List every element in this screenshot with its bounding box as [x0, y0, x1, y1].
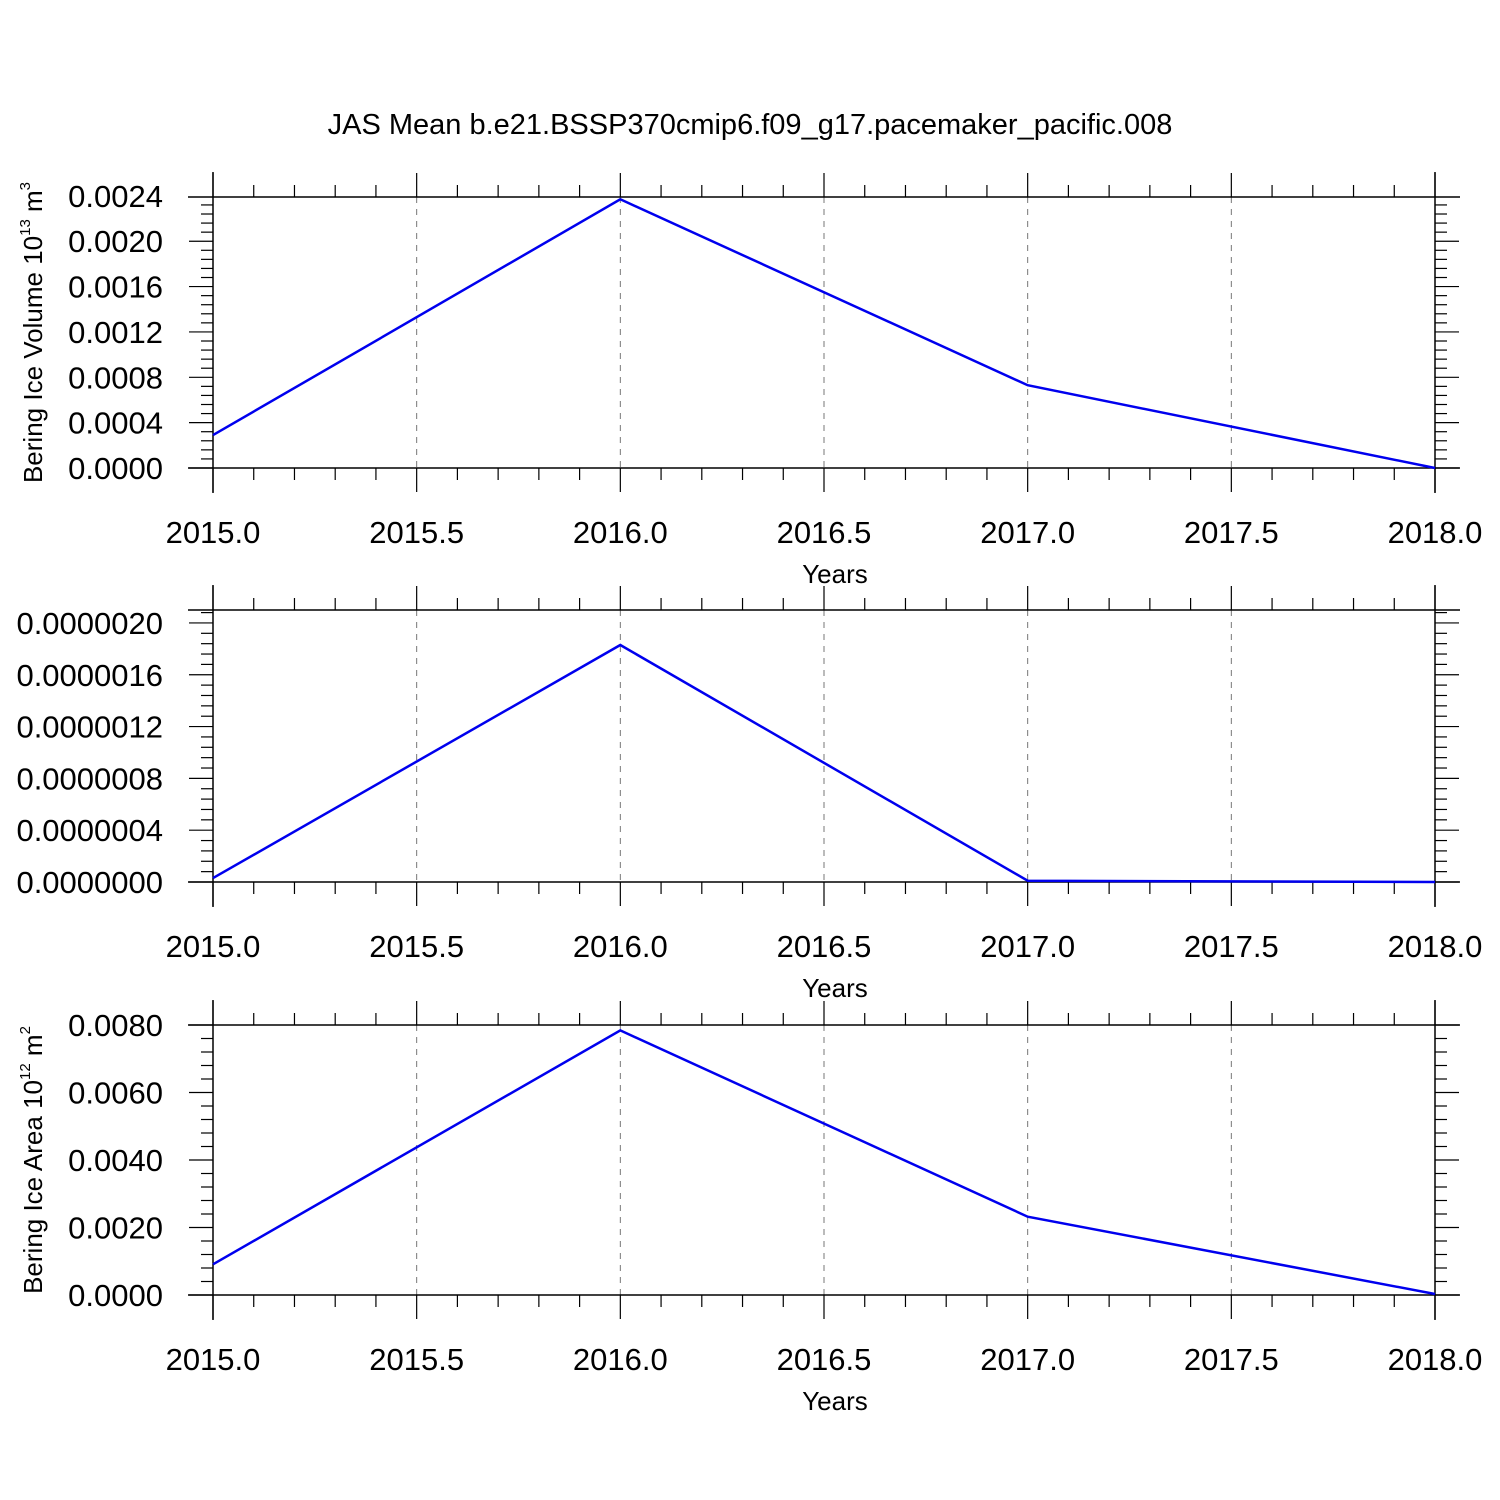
series-line — [212, 643, 1436, 884]
x-tick-label: 2015.5 — [369, 1342, 464, 1377]
x-tick-label: 2018.0 — [1388, 929, 1483, 964]
x-tick-label: 2017.0 — [980, 1342, 1075, 1377]
x-tick-label: 2017.5 — [1184, 515, 1279, 550]
y-tick-label: 0.0060 — [68, 1076, 163, 1111]
y-tick-label: 0.0040 — [68, 1143, 163, 1178]
x-tick-label: 2015.0 — [166, 515, 261, 550]
x-tick-label: 2017.0 — [980, 515, 1075, 550]
y-tick-label: 0.0012 — [68, 315, 163, 350]
y-tick-label: 0.0000004 — [16, 813, 163, 848]
chart-panel-1: 2015.0 2015.5 2016.0 2016.5 2017.0 2017.5 2018… — [17, 172, 1482, 589]
series-line — [212, 197, 1436, 470]
y-tick-label: 0.0000 — [68, 1278, 163, 1313]
panels-group: 2015.0 2015.5 2016.0 2016.5 2017.0 2017.5 2018… — [16, 172, 1482, 1416]
y-tick-label: 0.0080 — [68, 1008, 163, 1043]
x-tick-label: 2015.5 — [369, 929, 464, 964]
x-tick-label: 2016.5 — [777, 929, 872, 964]
x-tick-label: 2016.0 — [573, 1342, 668, 1377]
y-tick-label: 0.0016 — [68, 270, 163, 305]
y-tick-label: 0.0000000 — [16, 865, 163, 900]
x-tick-label: 2016.0 — [573, 929, 668, 964]
x-tick-label: 2018.0 — [1388, 515, 1483, 550]
y-tick-label: 0.0000 — [68, 451, 163, 486]
y-tick-label: 0.0000016 — [16, 658, 163, 693]
x-axis-label: Years — [802, 1386, 868, 1416]
y-tick-label: 0.0000008 — [16, 761, 163, 796]
y-tick-label: 0.0020 — [68, 1211, 163, 1246]
y-tick-label: 0.0024 — [68, 179, 163, 214]
y-tick-label: 0.0000020 — [16, 606, 163, 641]
x-tick-label: 2016.5 — [777, 1342, 872, 1377]
x-tick-label: 2017.5 — [1184, 929, 1279, 964]
y-tick-label: 0.0000012 — [16, 710, 163, 745]
chart-panel-2: 2015.0 2015.5 2016.0 2016.5 2017.0 2017.5 2018… — [16, 585, 1482, 1003]
y-tick-label: 0.0020 — [68, 224, 163, 259]
x-tick-label: 2016.0 — [573, 515, 668, 550]
x-tick-label: 2015.0 — [166, 929, 261, 964]
figure-title: JAS Mean b.e21.BSSP370cmip6.f09_g17.pace… — [328, 109, 1173, 141]
y-axis-label: Bering Ice Volume 1013 m3 — [17, 182, 48, 483]
x-tick-label: 2016.5 — [777, 515, 872, 550]
y-tick-label: 0.0008 — [68, 360, 163, 395]
x-tick-label: 2018.0 — [1388, 1342, 1483, 1377]
chart-panel-3: 2015.0 2015.5 2016.0 2016.5 2017.0 2017.5 2018… — [17, 1000, 1482, 1416]
x-tick-label: 2015.5 — [369, 515, 464, 550]
x-tick-label: 2015.0 — [166, 1342, 261, 1377]
y-axis-label: Bering Ice Area 1012 m2 — [17, 1026, 48, 1294]
x-axis-label: Years — [802, 973, 868, 1003]
x-tick-label: 2017.5 — [1184, 1342, 1279, 1377]
series-line — [212, 1028, 1436, 1296]
x-tick-label: 2017.0 — [980, 929, 1075, 964]
y-tick-label: 0.0004 — [68, 406, 163, 441]
x-axis-label: Years — [802, 559, 868, 589]
